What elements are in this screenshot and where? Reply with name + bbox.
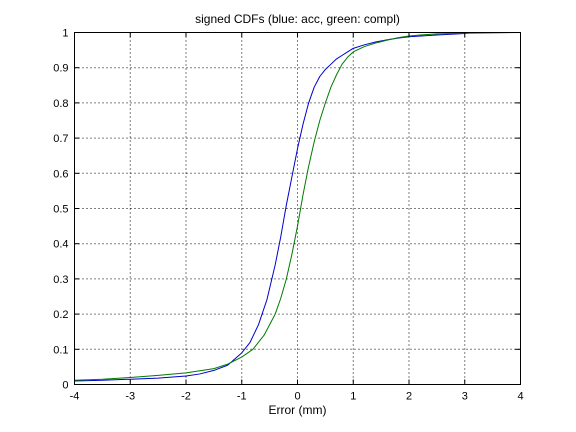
- x-tick-label: 2: [406, 391, 412, 403]
- y-tick-label: 0.6: [53, 168, 68, 180]
- series-layer: [74, 32, 521, 382]
- y-tick-label: 0.8: [53, 98, 68, 110]
- y-tick-label: 0.1: [53, 344, 68, 356]
- series-line-compl: [74, 32, 521, 381]
- x-tick-label: -2: [181, 391, 191, 403]
- x-axis-label: Error (mm): [269, 403, 327, 417]
- grid-layer: [74, 32, 521, 385]
- y-tick-label: 0.7: [53, 133, 68, 145]
- x-tick-label: -1: [237, 391, 247, 403]
- series-line-acc: [74, 32, 474, 382]
- x-tick-label: -3: [125, 391, 135, 403]
- chart-title: signed CDFs (blue: acc, green: compl): [195, 12, 400, 26]
- x-tick-label: 3: [462, 391, 468, 403]
- x-tick-label: 0: [294, 391, 300, 403]
- y-tick-label: 0.4: [53, 239, 68, 251]
- x-tick-label: 4: [517, 391, 523, 403]
- y-tick-label: 0.9: [53, 63, 68, 75]
- y-tick-label: 0: [62, 380, 68, 392]
- y-tick-label: 0.2: [53, 309, 68, 321]
- y-tick-label: 1: [62, 28, 68, 40]
- tick-layer: -4 -3 -2 -1 0 1 2 3 4 0 0.1 0.2 0.3 0.4 0.5 0.6 0.7 0.8 0.…: [53, 28, 523, 403]
- x-tick-label: 1: [350, 391, 356, 403]
- y-tick-label: 0.3: [53, 274, 68, 286]
- x-tick-label: -4: [70, 391, 80, 403]
- y-tick-label: 0.5: [53, 204, 68, 216]
